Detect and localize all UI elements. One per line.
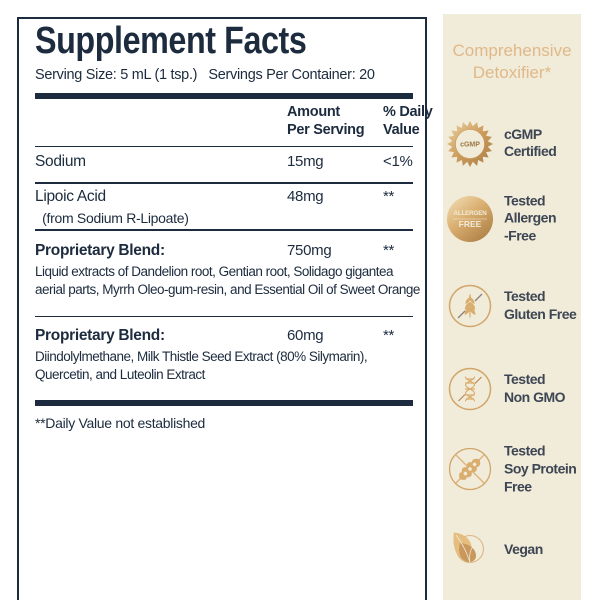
svg-text:ALLERGEN: ALLERGEN bbox=[453, 210, 487, 217]
svg-text:cGMP: cGMP bbox=[460, 141, 480, 148]
svg-text:FREE: FREE bbox=[459, 219, 482, 229]
